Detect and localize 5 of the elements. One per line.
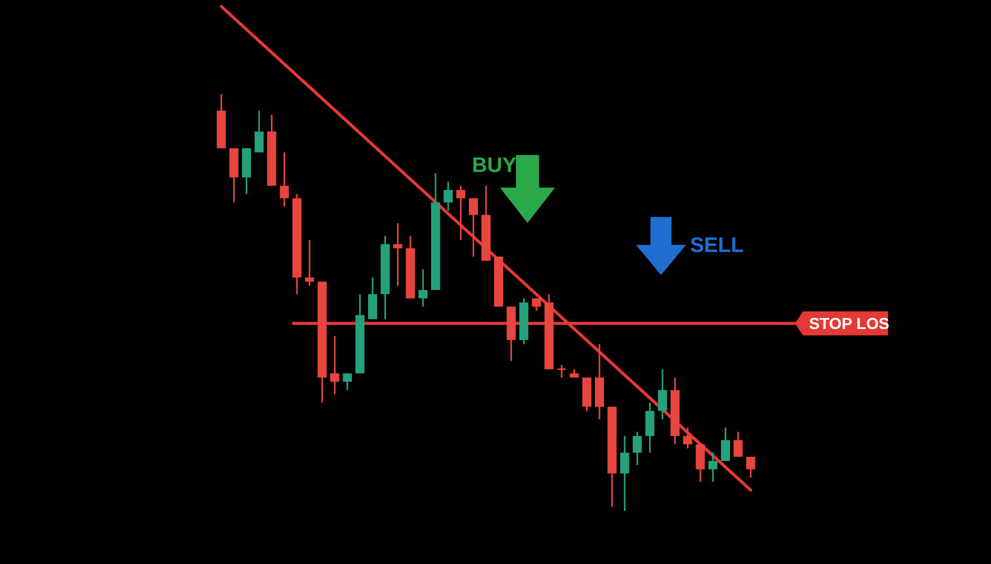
- annotation: SELL: [690, 234, 744, 258]
- candlestick: [556, 364, 566, 378]
- annotation: BUY: [472, 154, 516, 178]
- candlestick: [494, 256, 504, 308]
- candlestick: [393, 222, 402, 287]
